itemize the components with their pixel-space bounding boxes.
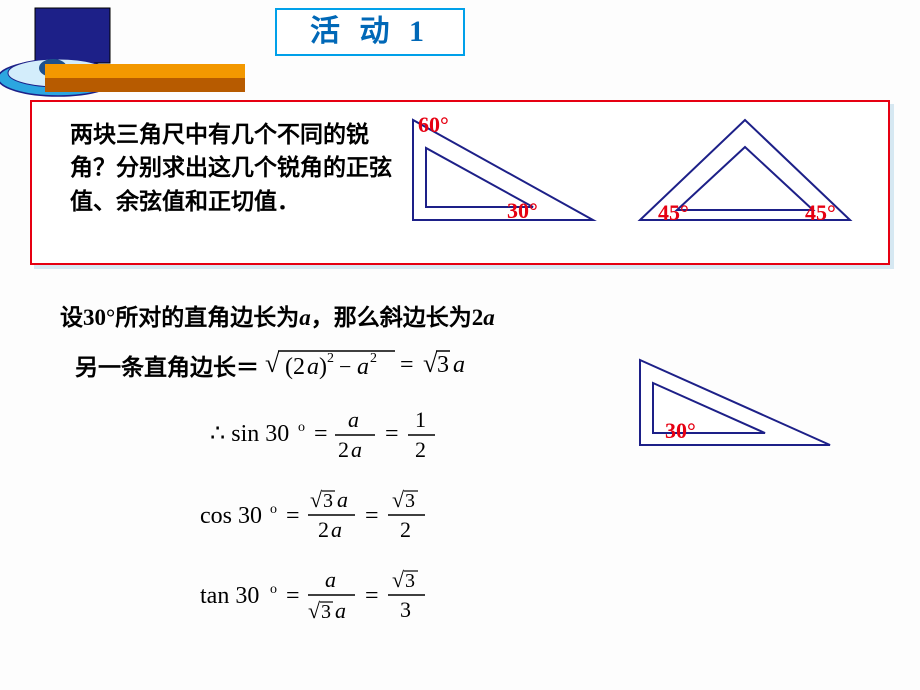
- svg-text:√: √: [308, 598, 321, 623]
- svg-text:a: a: [337, 487, 348, 512]
- line1: 设30°所对的直角边长为a，那么斜边长为2a: [60, 298, 495, 332]
- svg-text:√: √: [310, 487, 323, 512]
- svg-text:√: √: [265, 349, 280, 378]
- svg-text:3: 3: [405, 490, 415, 512]
- eq-sqrt-side: √ (2 a ) 2 − a 2 = √ 3 a: [265, 342, 485, 384]
- label-30-bottom: 30°: [665, 418, 696, 444]
- svg-text:=: =: [365, 503, 379, 529]
- svg-text:2: 2: [338, 437, 349, 462]
- svg-text:a: a: [351, 437, 362, 462]
- svg-text:a: a: [325, 567, 336, 592]
- svg-text:a: a: [335, 598, 346, 623]
- line1-mid: ，那么斜边长为2: [311, 305, 484, 330]
- svg-text:): ): [319, 354, 327, 380]
- svg-text:a: a: [453, 352, 465, 378]
- eq-tan30: tan 30 o = a √ 3 a = √ 3 3: [200, 565, 510, 637]
- svg-text:√: √: [392, 487, 405, 512]
- svg-text:3: 3: [321, 601, 331, 623]
- svg-text:=: =: [286, 583, 300, 609]
- svg-text:tan 30: tan 30: [200, 583, 259, 609]
- line2-label: 另一条直角边长＝: [75, 348, 259, 382]
- svg-text:(2: (2: [285, 354, 305, 380]
- eq-cos30: cos 30 o = √ 3 a 2 a = √ 3 2: [200, 485, 510, 557]
- line1-var1: a: [299, 305, 311, 330]
- svg-text:2: 2: [370, 351, 377, 366]
- svg-text:o: o: [270, 582, 277, 597]
- svg-text:2: 2: [327, 351, 334, 366]
- svg-text:−: −: [339, 354, 351, 379]
- svg-text:3: 3: [437, 352, 449, 378]
- label-45-right: 45°: [805, 200, 836, 226]
- question-text: 两块三角尺中有几个不同的锐角？分别求出这几个锐角的正弦值、余弦值和正切值．: [70, 118, 405, 218]
- svg-text:=: =: [365, 583, 379, 609]
- svg-text:2: 2: [318, 517, 329, 542]
- svg-text:cos 30: cos 30: [200, 503, 262, 529]
- svg-text:∴ sin 30: ∴ sin 30: [210, 421, 289, 447]
- svg-text:a: a: [331, 517, 342, 542]
- activity-title: 活 动 1: [275, 8, 465, 56]
- svg-text:=: =: [400, 352, 414, 378]
- svg-text:o: o: [298, 420, 305, 435]
- line1-var2: a: [483, 305, 495, 330]
- svg-text:√: √: [392, 567, 405, 592]
- line1-pre: 设30°所对的直角边长为: [60, 305, 299, 330]
- svg-text:3: 3: [400, 597, 411, 622]
- svg-text:2: 2: [415, 437, 426, 462]
- svg-text:a: a: [357, 354, 369, 380]
- eq-sin30: ∴ sin 30 o = a 2 a = 1 2: [210, 405, 490, 472]
- svg-text:3: 3: [405, 570, 415, 592]
- svg-text:a: a: [307, 354, 319, 380]
- svg-text:2: 2: [400, 517, 411, 542]
- label-45-left: 45°: [658, 200, 689, 226]
- svg-text:=: =: [286, 503, 300, 529]
- svg-text:1: 1: [415, 407, 426, 432]
- svg-text:a: a: [348, 407, 359, 432]
- label-30-top: 30°: [507, 198, 538, 224]
- svg-text:o: o: [270, 502, 277, 517]
- label-60: 60°: [418, 112, 449, 138]
- svg-text:=: =: [314, 421, 328, 447]
- svg-text:√: √: [423, 349, 438, 378]
- svg-text:=: =: [385, 421, 399, 447]
- svg-text:3: 3: [323, 490, 333, 512]
